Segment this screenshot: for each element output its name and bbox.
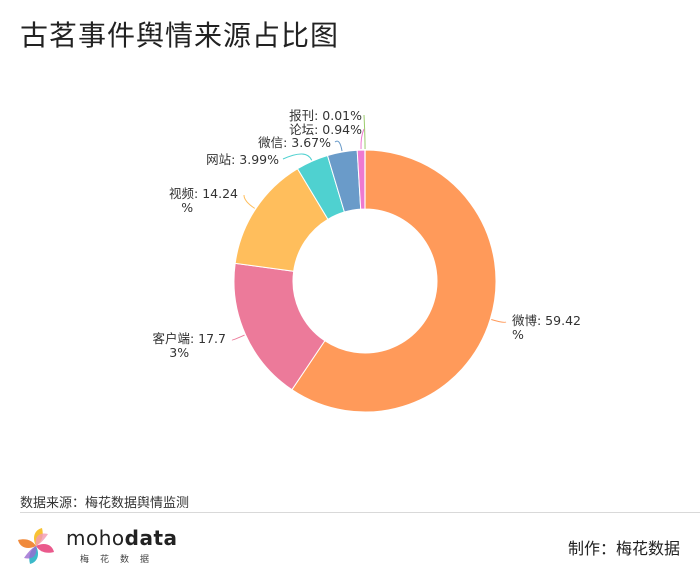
slice-label-6: 论坛: 0.94%	[289, 122, 362, 137]
page-title: 古茗事件舆情来源占比图	[20, 19, 340, 52]
slice-label-5: 微信: 3.67%	[258, 135, 331, 150]
slice-label-2: 客户端: 17.7 3%	[152, 331, 226, 360]
leader-line-2	[231, 334, 245, 341]
slice-label-4: 网站: 3.99%	[206, 152, 279, 167]
leader-line-6	[360, 128, 365, 150]
logo-wordmark: mohodata	[66, 526, 178, 550]
leader-line-3	[243, 194, 256, 209]
pinwheel-icon	[18, 528, 54, 564]
leader-line-7	[363, 114, 366, 150]
slice-label-7: 报刊: 0.01%	[289, 108, 362, 123]
data-source-note: 数据来源：梅花数据舆情监测	[20, 496, 190, 511]
leader-line-5	[334, 140, 343, 152]
slice-label-1: 微博: 59.42%	[512, 313, 581, 342]
donut-chart: 微博: 59.42 % 客户端: 17.7 3% 视频: 14.24 % 网站: 3.99%…	[152, 108, 581, 413]
leader-line-1	[491, 319, 507, 323]
slice-1	[291, 149, 497, 413]
slice-label-3: 视频: 14.24%	[169, 186, 238, 215]
logo-subtitle: 梅花数据	[80, 555, 161, 565]
credit-text: 制作：梅花数据	[567, 539, 680, 558]
footer-divider	[20, 512, 700, 513]
leader-line-4	[282, 153, 313, 161]
mohodata-logo: mohodata 梅花数据	[18, 524, 177, 568]
